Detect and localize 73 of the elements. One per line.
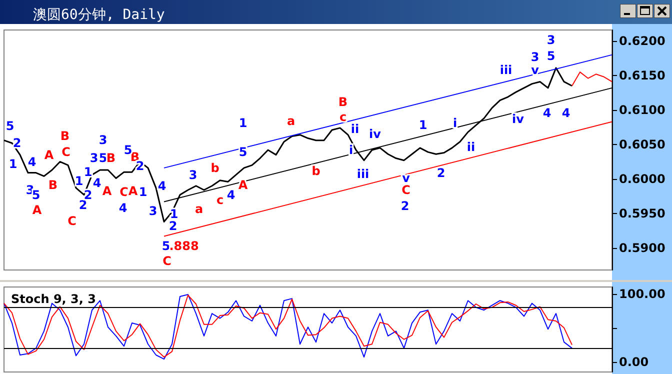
- annotation: c: [216, 193, 224, 207]
- y-tick-label: 0.5900: [619, 240, 666, 255]
- annotation: 5: [98, 151, 108, 165]
- annotation: A: [44, 148, 54, 162]
- annotation: 2: [12, 136, 22, 150]
- annotation: 4: [158, 179, 166, 193]
- y-tick-label: 0.6150: [619, 68, 666, 83]
- annotation: 2: [436, 166, 446, 180]
- annotation: A: [128, 184, 138, 198]
- annotation: b: [210, 161, 220, 175]
- annotation: 3: [148, 204, 158, 218]
- y-tick-label: 0.6100: [619, 103, 666, 117]
- annotation: 1: [170, 207, 178, 221]
- annotation: 4: [118, 201, 128, 215]
- y-tick-label: 100.00: [619, 286, 666, 301]
- annotation: 3: [188, 168, 198, 182]
- annotation: 5: [32, 188, 40, 202]
- annotation: C: [68, 214, 77, 228]
- annotation: B: [48, 178, 58, 192]
- annotation: A: [32, 203, 42, 217]
- annotation: i: [348, 143, 354, 157]
- annotation: C: [162, 254, 172, 268]
- annotation: 2: [400, 199, 410, 213]
- annotation: B: [106, 151, 116, 165]
- chart-title: 澳圆60分钟, Daily: [33, 7, 165, 23]
- chart-title: Stoch 9, 3, 3: [11, 292, 96, 306]
- annotation: 1: [84, 165, 92, 179]
- annotation: B: [60, 129, 70, 143]
- annotation: a: [194, 202, 204, 216]
- annotation: b: [312, 164, 321, 178]
- annotation: 5: [124, 143, 132, 157]
- annotation: C: [120, 185, 129, 199]
- annotation: 5: [546, 49, 556, 63]
- annotation: 4: [562, 106, 570, 120]
- annotation: 5: [6, 119, 14, 133]
- annotation: 1: [238, 116, 248, 130]
- annotation: 3: [546, 33, 556, 47]
- annotation: A: [238, 178, 248, 192]
- annotation: v: [531, 63, 540, 77]
- annotation: 2: [168, 219, 178, 233]
- annotation: ii: [350, 122, 360, 136]
- annotation: iii: [356, 167, 370, 181]
- annotation: c: [339, 110, 347, 124]
- annotation: A: [102, 184, 112, 198]
- y-tick-label: 0.6050: [619, 137, 666, 152]
- annotation: 4: [226, 188, 236, 202]
- y-tick-label: 0.00: [619, 354, 649, 369]
- annotation: 4: [92, 176, 102, 190]
- annotation: B: [338, 95, 348, 109]
- annotation: ii: [466, 140, 476, 154]
- annotation: 3: [90, 151, 98, 165]
- line-series: [572, 72, 612, 86]
- y-tick-label: 0.5950: [619, 206, 666, 220]
- annotation: 1: [138, 185, 148, 199]
- annotation: iv: [512, 112, 524, 126]
- annotation: 1: [418, 118, 428, 132]
- annotation: v: [402, 171, 410, 185]
- annotation: .888: [169, 239, 199, 253]
- annotation: 3: [530, 50, 540, 64]
- annotation: 1: [74, 174, 84, 188]
- annotation: 1: [8, 157, 18, 171]
- annotation: 5: [162, 239, 170, 253]
- annotation: C: [402, 183, 411, 197]
- annotation: i: [452, 116, 458, 130]
- y-tick-label: 0.6200: [619, 34, 666, 48]
- annotation: iii: [500, 63, 512, 77]
- annotation: a: [286, 114, 296, 128]
- annotation: 4: [28, 155, 36, 169]
- y-tick-label: 0.6000: [619, 172, 666, 186]
- annotation: 3: [98, 133, 108, 147]
- annotation: 4: [542, 106, 552, 120]
- annotation: iv: [369, 127, 382, 141]
- annotation: C: [62, 145, 71, 159]
